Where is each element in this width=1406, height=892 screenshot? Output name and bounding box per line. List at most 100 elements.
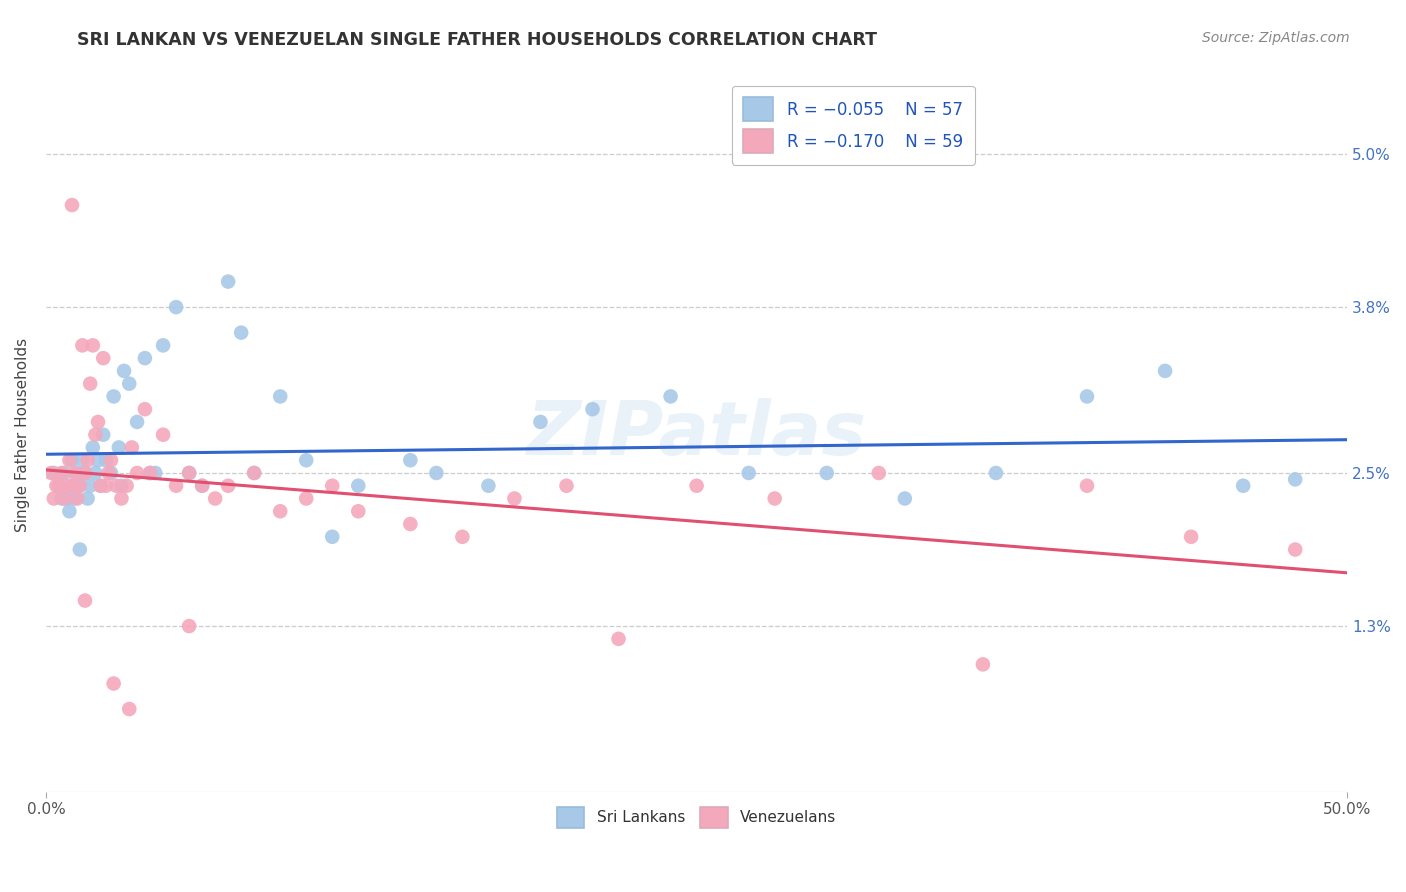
Point	[73, 466, 96, 480]
Point	[243, 466, 266, 480]
Point	[108, 441, 131, 455]
Point	[179, 466, 201, 480]
Point	[269, 389, 291, 403]
Point	[659, 389, 682, 403]
Point	[529, 415, 551, 429]
Point	[134, 351, 156, 366]
Point	[51, 466, 73, 480]
Point	[503, 491, 526, 506]
Point	[112, 364, 135, 378]
Point	[76, 491, 98, 506]
Point	[165, 479, 187, 493]
Point	[60, 453, 83, 467]
Point	[1284, 542, 1306, 557]
Point	[69, 479, 91, 493]
Point	[347, 504, 370, 518]
Point	[118, 702, 141, 716]
Point	[1076, 389, 1098, 403]
Point	[295, 491, 318, 506]
Point	[82, 338, 104, 352]
Point	[103, 389, 125, 403]
Point	[179, 466, 201, 480]
Point	[100, 466, 122, 480]
Point	[1154, 364, 1177, 378]
Point	[73, 593, 96, 607]
Point	[125, 466, 148, 480]
Point	[581, 402, 603, 417]
Point	[63, 466, 86, 480]
Point	[217, 275, 239, 289]
Point	[48, 479, 70, 493]
Point	[91, 427, 114, 442]
Point	[134, 402, 156, 417]
Point	[103, 676, 125, 690]
Point	[607, 632, 630, 646]
Text: ZIPatlas: ZIPatlas	[527, 398, 866, 471]
Point	[110, 491, 132, 506]
Point	[63, 491, 86, 506]
Point	[477, 479, 499, 493]
Point	[121, 441, 143, 455]
Point	[984, 466, 1007, 480]
Point	[66, 466, 89, 480]
Point	[48, 479, 70, 493]
Point	[73, 466, 96, 480]
Point	[79, 376, 101, 391]
Text: Source: ZipAtlas.com: Source: ZipAtlas.com	[1202, 31, 1350, 45]
Point	[42, 466, 65, 480]
Point	[87, 453, 110, 467]
Point	[399, 516, 422, 531]
Point	[56, 491, 79, 506]
Point	[231, 326, 253, 340]
Point	[60, 479, 83, 493]
Point	[39, 466, 62, 480]
Point	[152, 427, 174, 442]
Point	[269, 504, 291, 518]
Text: SRI LANKAN VS VENEZUELAN SINGLE FATHER HOUSEHOLDS CORRELATION CHART: SRI LANKAN VS VENEZUELAN SINGLE FATHER H…	[77, 31, 877, 49]
Point	[60, 198, 83, 212]
Point	[69, 479, 91, 493]
Point	[72, 453, 94, 467]
Point	[53, 466, 76, 480]
Point	[87, 415, 110, 429]
Point	[321, 530, 343, 544]
Point	[42, 491, 65, 506]
Point	[84, 466, 107, 480]
Point	[815, 466, 838, 480]
Point	[115, 479, 138, 493]
Point	[53, 491, 76, 506]
Point	[1076, 479, 1098, 493]
Point	[82, 441, 104, 455]
Point	[72, 338, 94, 352]
Legend: Sri Lankans, Venezuelans: Sri Lankans, Venezuelans	[551, 800, 842, 834]
Point	[139, 466, 162, 480]
Point	[868, 466, 890, 480]
Point	[179, 619, 201, 633]
Point	[1180, 530, 1202, 544]
Point	[118, 376, 141, 391]
Point	[217, 479, 239, 493]
Point	[84, 427, 107, 442]
Point	[58, 504, 80, 518]
Point	[60, 479, 83, 493]
Point	[94, 479, 117, 493]
Point	[66, 491, 89, 506]
Point	[321, 479, 343, 493]
Point	[97, 466, 120, 480]
Point	[204, 491, 226, 506]
Point	[152, 338, 174, 352]
Point	[143, 466, 166, 480]
Point	[894, 491, 917, 506]
Point	[347, 479, 370, 493]
Point	[79, 479, 101, 493]
Point	[91, 351, 114, 366]
Point	[105, 479, 128, 493]
Point	[191, 479, 214, 493]
Point	[191, 479, 214, 493]
Point	[685, 479, 707, 493]
Point	[94, 453, 117, 467]
Point	[1232, 479, 1254, 493]
Point	[51, 491, 73, 506]
Point	[763, 491, 786, 506]
Point	[125, 415, 148, 429]
